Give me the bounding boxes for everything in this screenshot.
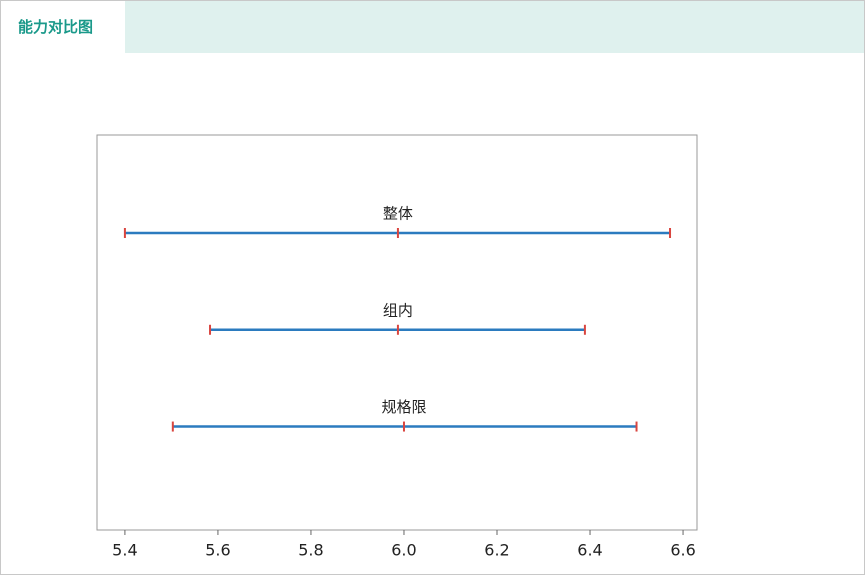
plot-frame xyxy=(96,134,698,531)
tab[interactable]: 能力对比图 xyxy=(1,1,125,53)
tab-bar xyxy=(1,1,864,53)
interval-label: 整体 xyxy=(383,205,413,223)
interval-label: 组内 xyxy=(383,301,413,319)
x-tick-label: 6.0 xyxy=(391,541,416,560)
x-tick-label: 5.4 xyxy=(112,541,137,560)
x-tick-label: 6.6 xyxy=(670,541,695,560)
x-tick-label: 5.8 xyxy=(298,541,323,560)
interval-label: 规格限 xyxy=(381,398,426,416)
x-tick-label: 6.2 xyxy=(484,541,509,560)
x-tick-label: 6.4 xyxy=(577,541,602,560)
x-tick-label: 5.6 xyxy=(205,541,230,560)
